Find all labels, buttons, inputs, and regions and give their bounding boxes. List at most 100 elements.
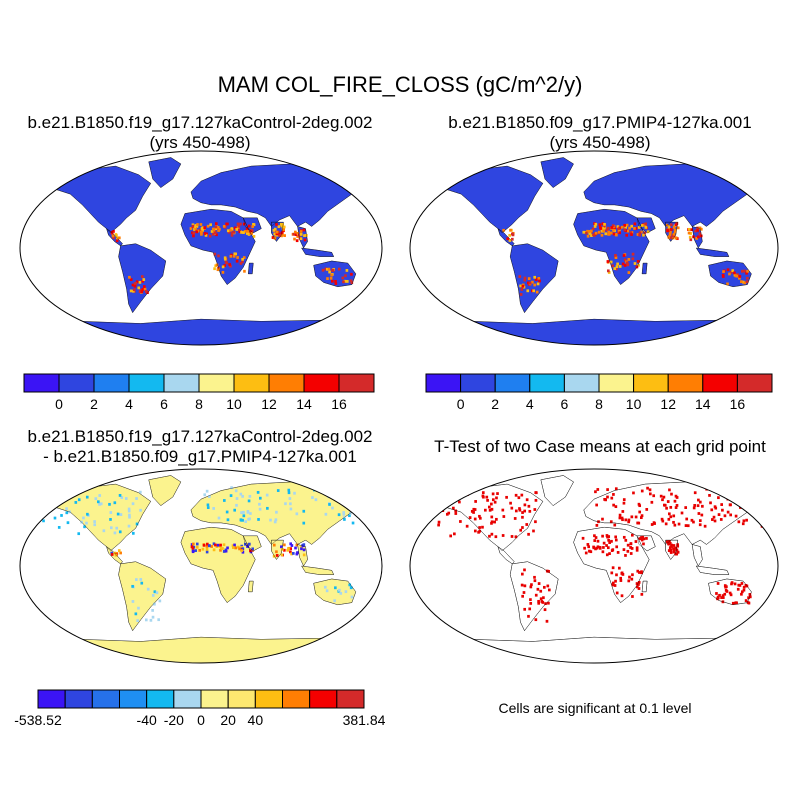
grid-cell <box>640 224 644 227</box>
grid-cell <box>675 504 679 507</box>
grid-cell <box>734 514 738 518</box>
grid-cell <box>603 226 606 230</box>
grid-cell <box>241 518 244 522</box>
grid-cell <box>493 500 497 504</box>
grid-cell <box>452 506 455 510</box>
grid-cell <box>521 284 525 288</box>
colorbar-swatch <box>282 689 311 709</box>
grid-cell <box>618 265 622 268</box>
grid-cell <box>194 226 197 230</box>
grid-cell <box>224 549 228 553</box>
grid-cell <box>634 540 638 543</box>
grid-cell <box>472 507 476 511</box>
grid-cell <box>238 547 241 551</box>
grid-cell <box>728 591 732 595</box>
grid-cell <box>622 254 626 257</box>
grid-cell <box>222 224 226 228</box>
grid-cell <box>196 223 199 226</box>
grid-cell <box>605 553 609 557</box>
grid-cell <box>708 494 711 497</box>
grid-cell <box>198 228 202 232</box>
grid-cell <box>617 227 620 231</box>
map-panel-tl <box>19 150 383 346</box>
grid-cell <box>202 543 206 547</box>
grid-cell <box>216 226 220 229</box>
grid-cell <box>321 268 325 272</box>
grid-cell <box>144 290 148 293</box>
grid-cell <box>221 547 224 550</box>
grid-cell <box>97 500 100 504</box>
grid-cell <box>290 544 294 547</box>
grid-cell <box>716 582 720 585</box>
grid-cell <box>699 234 703 238</box>
grid-cell <box>673 228 677 232</box>
grid-cell <box>491 498 495 502</box>
grid-cell <box>191 550 195 554</box>
grid-cell <box>590 229 593 233</box>
grid-cell <box>360 494 363 498</box>
grid-cell <box>637 580 641 584</box>
grid-cell <box>629 552 633 555</box>
grid-cell <box>135 522 139 526</box>
grid-cell <box>344 274 347 278</box>
grid-cell <box>744 599 748 602</box>
grid-cell <box>676 543 679 547</box>
grid-cell <box>151 609 154 612</box>
grid-cell <box>282 228 285 232</box>
grid-cell <box>638 510 642 514</box>
grid-cell <box>228 263 231 266</box>
grid-cell <box>242 231 245 234</box>
grid-cell <box>521 572 524 576</box>
grid-cell <box>275 510 278 514</box>
grid-cell <box>610 539 613 543</box>
grid-cell <box>348 514 351 518</box>
grid-cell <box>607 271 611 274</box>
grid-cell <box>112 236 115 240</box>
grid-cell <box>608 541 611 545</box>
grid-cell <box>289 550 292 554</box>
grid-cell <box>637 502 641 506</box>
grid-cell <box>604 232 608 236</box>
grid-cell <box>250 229 254 233</box>
grid-cell <box>534 593 538 597</box>
grid-cell <box>672 226 676 229</box>
grid-cell <box>468 516 472 520</box>
grid-cell <box>241 257 244 261</box>
grid-cell <box>669 505 673 509</box>
grid-cell <box>465 524 469 528</box>
grid-cell <box>725 590 729 593</box>
grid-cell <box>112 230 115 233</box>
grid-cell <box>214 227 218 231</box>
grid-cell <box>745 518 748 522</box>
grid-cell <box>631 533 634 537</box>
grid-cell <box>305 233 308 237</box>
grid-cell <box>534 618 538 622</box>
grid-cell <box>331 506 334 510</box>
grid-cell <box>519 284 522 288</box>
grid-cell <box>136 619 139 623</box>
grid-cell <box>454 512 458 515</box>
grid-cell <box>638 233 641 237</box>
grid-cell <box>631 595 634 598</box>
grid-cell <box>539 589 543 593</box>
grid-cell <box>637 583 640 586</box>
grid-cell <box>119 513 123 516</box>
grid-cell <box>586 543 590 546</box>
grid-cell <box>670 545 673 548</box>
grid-cell <box>242 222 246 226</box>
colorbar-label: 2 <box>491 396 499 412</box>
grid-cell <box>594 536 598 539</box>
grid-cell <box>684 506 688 509</box>
grid-cell <box>677 522 681 526</box>
grid-cell <box>605 534 609 537</box>
grid-cell <box>98 502 101 506</box>
colorbar-top-right: 0 2 4 6 8 10 12 14 16 <box>425 373 773 412</box>
grid-cell <box>669 515 673 519</box>
grid-cell <box>527 277 531 281</box>
grid-cell <box>453 532 456 536</box>
grid-cell <box>632 491 635 495</box>
grid-cell <box>721 508 724 512</box>
grid-cell <box>299 233 303 236</box>
grid-cell <box>52 492 55 496</box>
grid-cell <box>611 224 615 228</box>
